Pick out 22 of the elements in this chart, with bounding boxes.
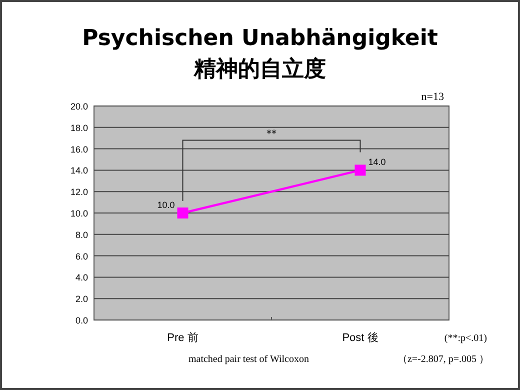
y-tick-label: 0.0 bbox=[75, 316, 88, 326]
y-tick-label: 8.0 bbox=[75, 230, 88, 240]
y-tick-label: 14.0 bbox=[70, 166, 88, 176]
data-label: 10.0 bbox=[157, 200, 175, 210]
text: (**:p<.01) bbox=[444, 333, 487, 344]
data-label: 14.0 bbox=[368, 157, 386, 168]
chart-title: Psychischen Unabhängigkeit bbox=[82, 26, 438, 51]
y-tick-label: 12.0 bbox=[70, 187, 88, 198]
y-tick-label: 2.0 bbox=[75, 294, 88, 304]
y-tick-label: 20.0 bbox=[70, 102, 88, 112]
text: （z=-2.807, p=.005 ） bbox=[397, 354, 489, 365]
y-tick-label: 16.0 bbox=[70, 144, 88, 154]
chart-subtitle: 精神的自立度 bbox=[193, 56, 326, 81]
x-tick-label: Pre 前 bbox=[167, 332, 198, 344]
y-tick-label: 6.0 bbox=[75, 251, 88, 262]
y-tick-label: 4.0 bbox=[75, 272, 88, 283]
text: matched pair test of Wilcoxon bbox=[188, 354, 309, 365]
y-tick-label: 18.0 bbox=[70, 122, 88, 133]
text: n=13 bbox=[421, 91, 444, 103]
annotation: ** bbox=[266, 129, 276, 140]
y-tick-label: 10.0 bbox=[70, 208, 88, 218]
x-tick-label: Post 後 bbox=[342, 332, 378, 344]
